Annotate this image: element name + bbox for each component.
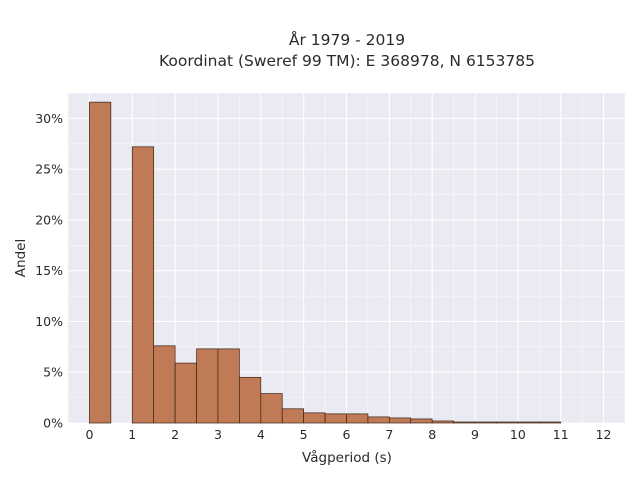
histogram-bar [153, 345, 176, 424]
histogram-bar [217, 348, 240, 424]
x-tick-label: 12 [596, 427, 612, 442]
histogram-bar [431, 420, 454, 424]
histogram-bar [517, 421, 540, 424]
x-tick-label: 5 [300, 427, 308, 442]
histogram-bar [89, 101, 112, 424]
x-tick-label: 1 [128, 427, 136, 442]
histogram-bar [174, 362, 197, 424]
histogram-bar [367, 416, 390, 424]
histogram-bar [538, 421, 562, 424]
y-tick-label: 20% [35, 212, 63, 227]
histogram-bars [89, 101, 562, 424]
x-tick-label: 7 [385, 427, 393, 442]
x-tick-label: 11 [553, 427, 569, 442]
x-tick-label: 3 [214, 427, 222, 442]
y-axis-ticks: 0% 5% 10% 15% 20% 25% 30% [35, 111, 63, 431]
histogram-bar [239, 376, 262, 424]
histogram-bar [281, 408, 305, 424]
x-tick-label: 6 [343, 427, 351, 442]
histogram-bar [453, 421, 476, 424]
y-axis-label: Andel [13, 239, 29, 277]
y-tick-label: 25% [35, 162, 63, 177]
histogram-bar [410, 418, 433, 424]
x-tick-label: 2 [171, 427, 179, 442]
x-tick-label: 10 [510, 427, 526, 442]
histogram-bar [346, 413, 369, 424]
x-axis-label: Vågperiod (s) [302, 449, 392, 466]
histogram-bar [388, 417, 412, 424]
x-tick-label: 9 [471, 427, 479, 442]
histogram-bar [260, 393, 283, 424]
x-axis-ticks: 0 1 2 3 4 5 6 7 8 9 10 11 12 [85, 427, 611, 442]
histogram-bar [324, 413, 347, 424]
histogram-bar [131, 146, 155, 424]
y-tick-label: 10% [35, 314, 63, 329]
y-tick-label: 0% [43, 416, 63, 431]
y-tick-label: 15% [35, 263, 63, 278]
y-tick-label: 5% [43, 365, 63, 380]
histogram-bar [496, 421, 519, 424]
histogram-bar [303, 412, 326, 424]
x-tick-label: 8 [428, 427, 436, 442]
chart-title-line-2: Koordinat (Sweref 99 TM): E 368978, N 61… [159, 52, 535, 70]
x-tick-label: 0 [85, 427, 93, 442]
x-tick-label: 4 [257, 427, 265, 442]
y-tick-label: 30% [35, 111, 63, 126]
histogram-bar [474, 421, 497, 424]
histogram-bar [196, 348, 219, 424]
chart-title-line-1: År 1979 - 2019 [289, 30, 405, 49]
